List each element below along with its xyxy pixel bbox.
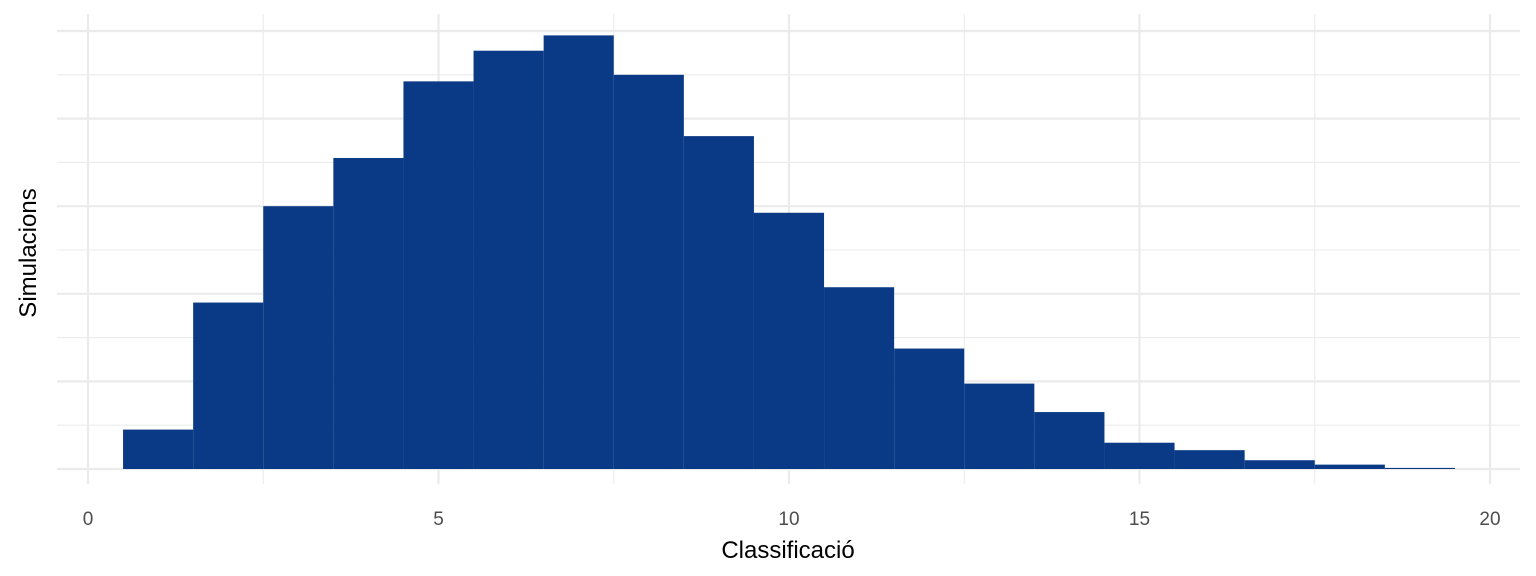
histogram-bar xyxy=(683,136,754,469)
histogram-bar xyxy=(613,74,684,470)
histogram-bar xyxy=(1034,412,1105,469)
histogram-bar xyxy=(193,302,264,469)
x-axis-title: Classificació xyxy=(721,537,854,564)
histogram-bar xyxy=(1384,467,1455,469)
histogram-bar xyxy=(1314,464,1385,469)
histogram-bar xyxy=(473,50,544,470)
histogram-bar xyxy=(123,429,194,469)
x-tick-label: 15 xyxy=(1129,509,1150,530)
y-axis-title: Simulacions xyxy=(15,188,42,317)
histogram-bar xyxy=(263,206,334,469)
histogram-bar xyxy=(894,348,965,469)
histogram-bar xyxy=(543,35,614,469)
histogram-bar xyxy=(824,287,895,469)
histogram-bar xyxy=(753,212,825,469)
x-tick-label: 10 xyxy=(778,509,799,530)
histogram-bar xyxy=(964,383,1035,469)
histogram-bar xyxy=(1244,460,1315,469)
x-tick-label: 0 xyxy=(83,509,94,530)
x-axis-ticks: 0 5 10 15 20 xyxy=(83,509,1501,530)
histogram-bars xyxy=(123,35,1455,470)
histogram-bar xyxy=(1104,442,1175,469)
x-tick-label: 5 xyxy=(433,509,444,530)
histogram-bar xyxy=(1174,450,1245,469)
histogram-bar xyxy=(333,158,404,469)
x-tick-label: 20 xyxy=(1479,509,1500,530)
histogram-bar xyxy=(403,81,474,470)
